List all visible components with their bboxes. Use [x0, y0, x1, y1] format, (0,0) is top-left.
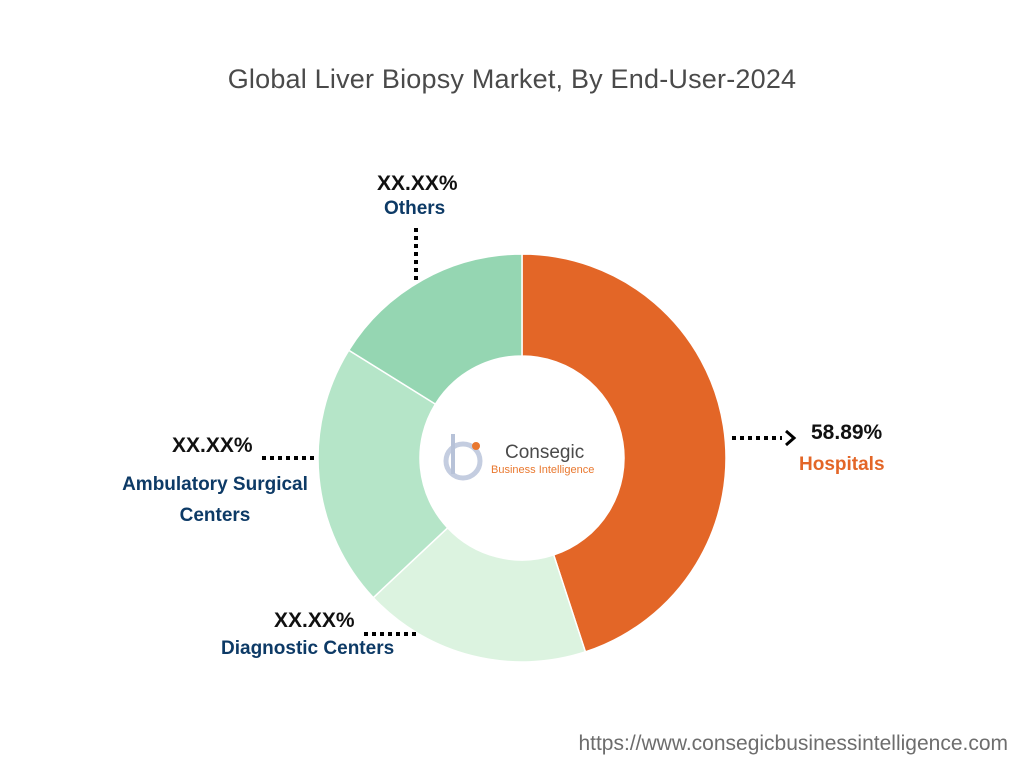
ambulatory-label: Ambulatory Surgical Centers — [122, 474, 308, 526]
logo-mark — [443, 434, 483, 481]
slice-diagnostic-centers — [372, 526, 587, 663]
hospitals-leader-arrow — [732, 429, 797, 447]
others-leader-line — [414, 228, 418, 280]
chart-title: Global Liver Biopsy Market, By End-User-… — [227, 64, 797, 94]
logo-tagline: Business Intelligence — [491, 464, 595, 476]
slice-ambulatory-surgical-centers — [317, 349, 449, 599]
diagnostic-pct: XX.XX% — [274, 609, 355, 632]
others-label: Others — [384, 198, 446, 219]
logo-name: Consegic — [505, 442, 585, 463]
diagnostic-leader-line — [364, 632, 418, 636]
diagnostic-label: Diagnostic Centers — [221, 638, 395, 659]
ambulatory-pct: XX.XX% — [172, 434, 253, 457]
others-pct: XX.XX% — [377, 172, 458, 195]
hospitals-pct: 58.89% — [811, 421, 883, 444]
slice-others — [347, 253, 523, 406]
source-url: https://www.consegicbusinessintelligence… — [578, 732, 1008, 755]
ambulatory-leader-line — [262, 456, 316, 460]
hospitals-label: Hospitals — [799, 454, 885, 475]
slice-hospitals — [521, 253, 727, 653]
